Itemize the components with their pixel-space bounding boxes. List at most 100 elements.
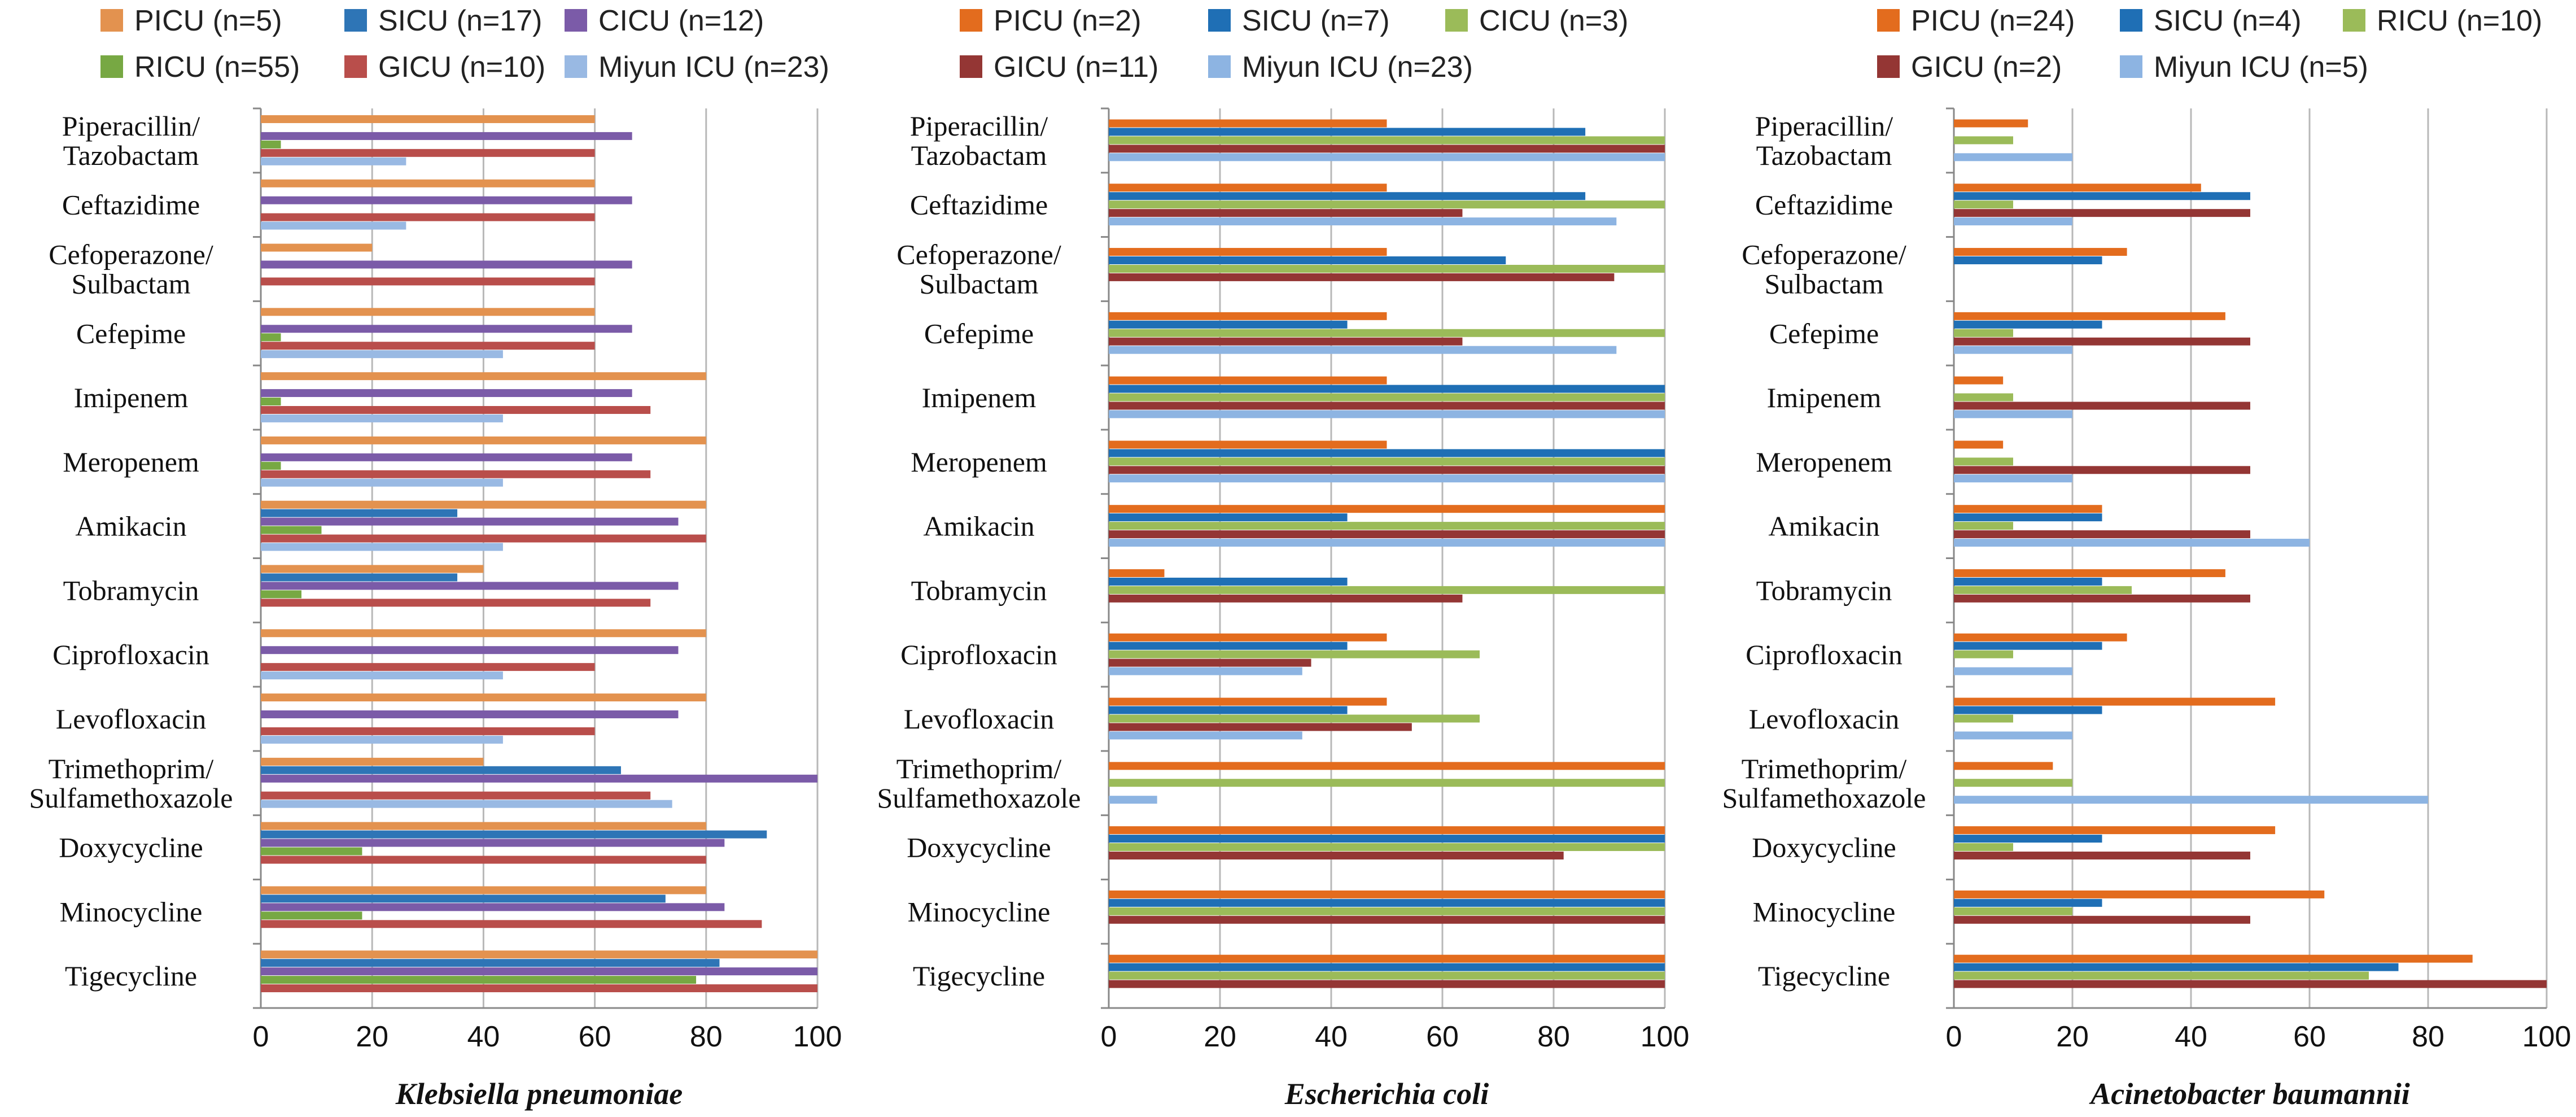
bar-cicu-n-3-cefoperazone-sulbactam: [1109, 264, 1665, 273]
bar-ricu-n-55-meropenem: [261, 461, 281, 470]
x-tick-label: 80: [690, 1020, 723, 1053]
bar-picu-n-2-piperacillin-tazobactam: [1109, 119, 1387, 128]
bar-picu-n-24-cefoperazone-sulbactam: [1954, 248, 2127, 256]
bar-sicu-n-4-tigecycline: [1954, 963, 2399, 971]
bar-picu-n-24-imipenem: [1954, 376, 2004, 385]
bar-picu-n-5-doxycycline: [261, 822, 706, 830]
x-tick-label: 80: [1537, 1020, 1570, 1053]
category-label-minocycline: Minocycline: [1753, 896, 1896, 927]
bar-miyun-icu-n-23-ciprofloxacin: [1109, 667, 1302, 675]
bar-ricu-n-10-piperacillin-tazobactam: [1954, 136, 2013, 145]
bar-sicu-n-17-doxycycline: [261, 830, 767, 839]
category-label-levofloxacin: Levofloxacin: [56, 703, 207, 735]
bar-cicu-n-12-cefoperazone-sulbactam: [261, 260, 632, 269]
bar-miyun-icu-n-23-amikacin: [1109, 539, 1665, 547]
bar-cicu-n-12-tigecycline: [261, 967, 817, 976]
bar-picu-n-5-ciprofloxacin: [261, 629, 706, 638]
bar-cicu-n-12-trimethoprim-sulfamethoxazole: [261, 774, 817, 783]
legend-item-sicu-n-4: SICU (n=4): [2120, 5, 2302, 37]
bar-gicu-n-2-tigecycline: [1954, 980, 2547, 988]
bar-gicu-n-10-piperacillin-tazobactam: [261, 149, 595, 157]
legend-item-ricu-n-55: RICU (n=55): [100, 51, 300, 84]
x-tick-label: 20: [2056, 1020, 2089, 1053]
bar-cicu-n-3-doxycycline: [1109, 843, 1665, 852]
bar-picu-n-2-trimethoprim-sulfamethoxazole: [1109, 762, 1665, 770]
bar-sicu-n-7-tigecycline: [1109, 963, 1665, 971]
category-label-cefepime: Cefepime: [76, 317, 186, 349]
legend-swatch: [2120, 55, 2142, 78]
legend-swatch: [2343, 9, 2365, 32]
bar-sicu-n-7-minocycline: [1109, 898, 1665, 907]
legend-label: CICU (n=3): [1479, 5, 1628, 37]
bar-sicu-n-4-minocycline: [1954, 898, 2102, 907]
bar-gicu-n-10-tigecycline: [261, 984, 817, 993]
bar-picu-n-5-tigecycline: [261, 950, 817, 959]
bar-picu-n-24-levofloxacin: [1954, 697, 2276, 706]
legend-label: RICU (n=10): [2377, 5, 2542, 37]
bar-cicu-n-3-cefepime: [1109, 329, 1665, 337]
bar-cicu-n-12-cefepime: [261, 325, 632, 333]
bar-cicu-n-3-levofloxacin: [1109, 714, 1480, 723]
bar-cicu-n-3-ceftazidime: [1109, 200, 1665, 209]
bar-gicu-n-11-tigecycline: [1109, 980, 1665, 988]
bar-gicu-n-2-minocycline: [1954, 915, 2250, 924]
bar-ricu-n-55-cefepime: [261, 333, 281, 342]
category-label-levofloxacin: Levofloxacin: [1749, 703, 1900, 735]
legend-item-ricu-n-10: RICU (n=10): [2343, 5, 2542, 37]
bar-miyun-icu-n-5-meropenem: [1954, 474, 2072, 483]
legend-label: GICU (n=11): [994, 51, 1158, 84]
legend-item-miyun-icu-n-5: Miyun ICU (n=5): [2120, 51, 2368, 84]
legend-swatch: [100, 9, 123, 32]
bar-miyun-icu-n-23-cefepime: [261, 350, 503, 359]
bar-gicu-n-11-levofloxacin: [1109, 723, 1412, 731]
bar-miyun-icu-n-23-levofloxacin: [1109, 731, 1302, 740]
bar-cicu-n-3-ciprofloxacin: [1109, 650, 1480, 658]
x-tick-label: 80: [2412, 1020, 2444, 1053]
bar-cicu-n-3-piperacillin-tazobactam: [1109, 136, 1665, 145]
bar-picu-n-5-ceftazidime: [261, 179, 595, 187]
legend-item-gicu-n-2: GICU (n=2): [1877, 51, 2062, 84]
bar-picu-n-24-doxycycline: [1954, 826, 2276, 835]
bar-sicu-n-17-trimethoprim-sulfamethoxazole: [261, 766, 621, 774]
bar-ricu-n-10-meropenem: [1954, 457, 2013, 466]
bar-gicu-n-2-cefepime: [1954, 337, 2250, 346]
bar-sicu-n-7-ceftazidime: [1109, 192, 1586, 200]
bar-cicu-n-12-piperacillin-tazobactam: [261, 132, 632, 140]
bar-gicu-n-11-meropenem: [1109, 466, 1665, 474]
x-tick-label: 60: [1426, 1020, 1459, 1053]
legend-swatch: [960, 55, 982, 78]
bar-ricu-n-55-piperacillin-tazobactam: [261, 140, 281, 149]
category-label-trimethoprim-sulfamethoxazole: Trimethoprim/Sulfamethoxazole: [1722, 753, 1926, 814]
x-tick-label: 40: [467, 1020, 500, 1053]
bar-gicu-n-10-levofloxacin: [261, 727, 595, 735]
legend-swatch: [1208, 9, 1231, 32]
bar-gicu-n-10-tobramycin: [261, 599, 651, 607]
legend-swatch: [1877, 55, 1900, 78]
category-label-imipenem: Imipenem: [1767, 382, 1882, 413]
bar-miyun-icu-n-23-meropenem: [261, 478, 503, 487]
bar-ricu-n-10-amikacin: [1954, 522, 2013, 530]
bar-ricu-n-55-tigecycline: [261, 976, 697, 984]
bar-ricu-n-55-doxycycline: [261, 847, 362, 856]
bar-cicu-n-3-amikacin: [1109, 522, 1665, 530]
legend-swatch: [565, 55, 587, 78]
bar-miyun-icu-n-23-amikacin: [261, 543, 503, 551]
bar-cicu-n-3-tigecycline: [1109, 971, 1665, 980]
category-label-meropenem: Meropenem: [911, 446, 1047, 478]
legend-item-miyun-icu-n-23: Miyun ICU (n=23): [1208, 51, 1473, 84]
bar-gicu-n-11-cefoperazone-sulbactam: [1109, 273, 1615, 281]
x-tick-label: 0: [253, 1020, 269, 1053]
bar-ricu-n-10-ciprofloxacin: [1954, 650, 2013, 658]
category-label-minocycline: Minocycline: [908, 896, 1051, 927]
bar-ricu-n-55-tobramycin: [261, 590, 301, 599]
bar-gicu-n-11-amikacin: [1109, 530, 1665, 539]
bar-miyun-icu-n-23-ceftazidime: [1109, 217, 1617, 226]
bar-miyun-icu-n-23-ciprofloxacin: [261, 671, 503, 680]
bar-picu-n-24-ciprofloxacin: [1954, 633, 2127, 642]
legend-item-picu-n-2: PICU (n=2): [960, 5, 1142, 37]
bar-picu-n-2-minocycline: [1109, 890, 1665, 898]
bar-sicu-n-7-levofloxacin: [1109, 706, 1348, 714]
x-axis-label: Acinetobacter baumannii: [2089, 1077, 2410, 1111]
category-label-minocycline: Minocycline: [60, 896, 203, 927]
legend-item-picu-n-24: PICU (n=24): [1877, 5, 2075, 37]
